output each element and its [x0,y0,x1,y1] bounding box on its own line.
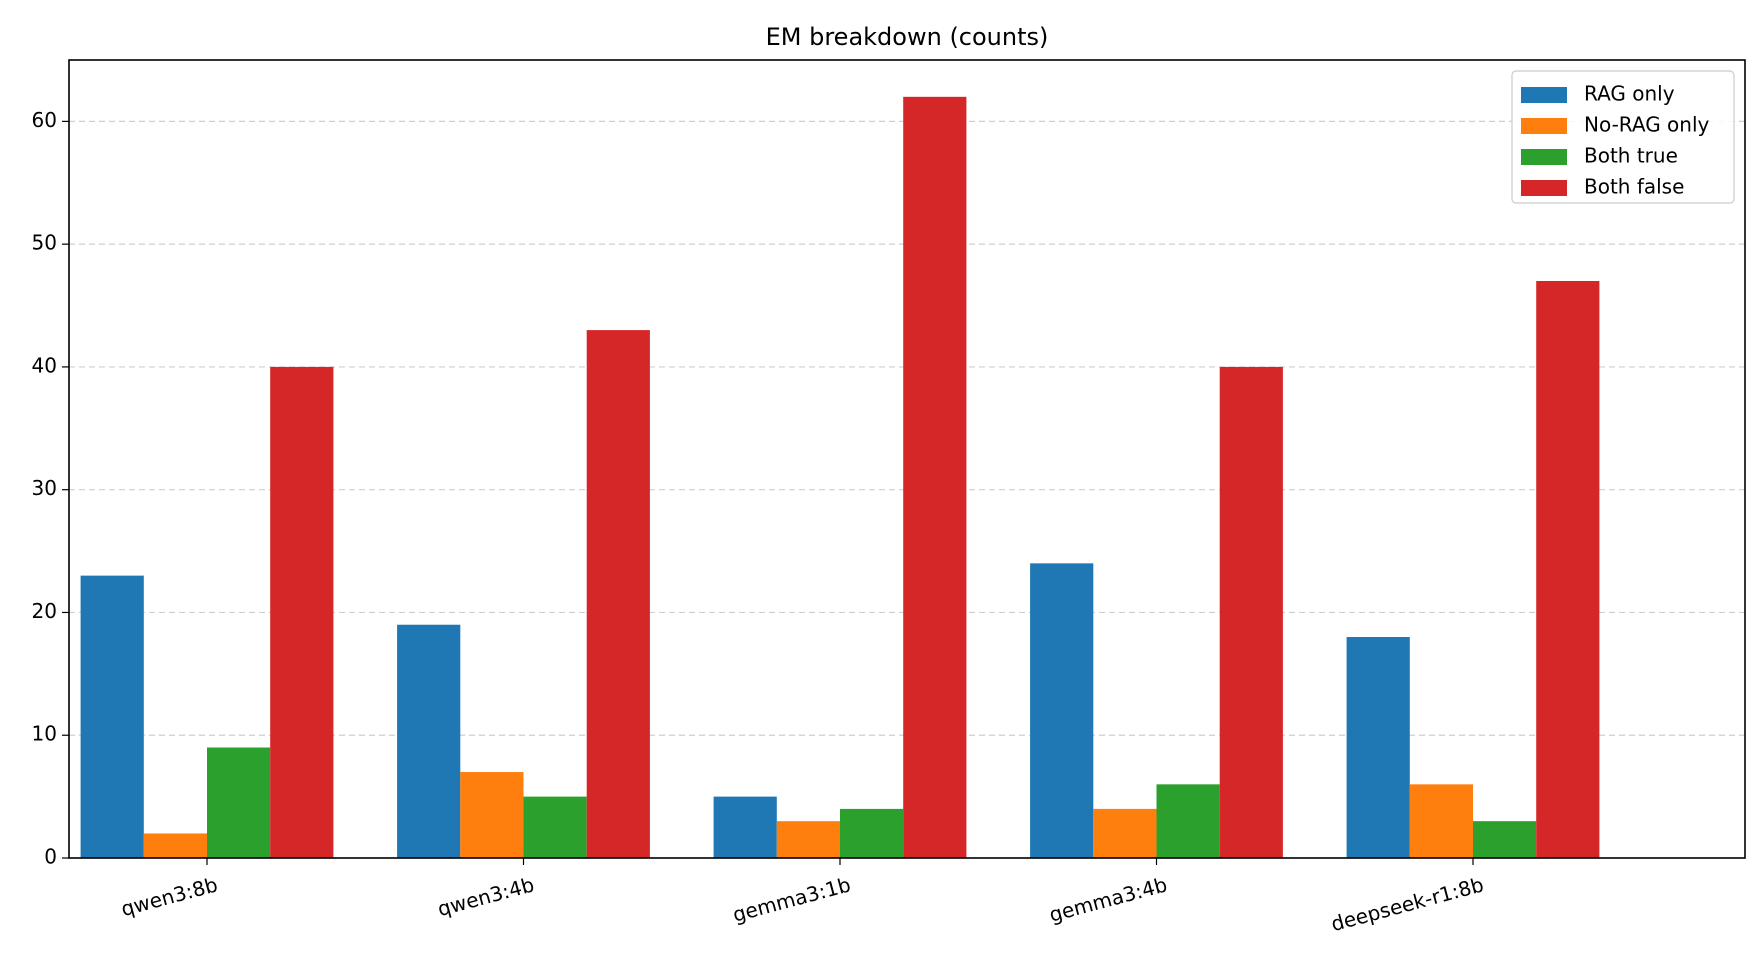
y-tick-label: 50 [32,231,57,255]
chart-title: EM breakdown (counts) [766,23,1049,51]
legend-swatch [1521,149,1567,165]
bar-no-rag-only-2 [776,821,840,858]
bar-rag-only-4 [1346,637,1410,858]
legend-swatch [1521,118,1567,134]
bar-both-true-1 [523,796,587,858]
bar-rag-only-1 [397,624,461,858]
bar-no-rag-only-0 [143,833,207,858]
legend-label: RAG only [1584,82,1675,106]
y-tick-label: 30 [32,476,57,500]
bar-rag-only-2 [713,796,777,858]
bar-both-true-2 [840,808,904,858]
bar-rag-only-0 [80,575,144,858]
y-tick-label: 20 [32,599,57,623]
legend: RAG only No-RAG only Both true Both false [1511,70,1735,204]
bar-both-false-2 [903,96,967,859]
bar-both-false-4 [1536,280,1600,858]
bar-both-false-1 [586,330,650,859]
bar-no-rag-only-1 [460,772,524,858]
bar-both-true-3 [1156,784,1220,858]
bar-no-rag-only-3 [1093,808,1157,858]
legend-label: Both true [1584,144,1678,168]
legend-swatch [1521,87,1567,103]
y-tick-label: 40 [32,353,57,377]
plot-frame [68,59,1746,859]
bar-both-false-0 [270,366,334,858]
legend-label: No-RAG only [1584,113,1710,137]
legend-label: Both false [1584,175,1684,199]
bar-both-true-4 [1473,821,1537,858]
bars [80,96,1600,859]
y-tick-label: 10 [32,722,57,746]
legend-swatch [1521,180,1567,196]
bar-no-rag-only-4 [1409,784,1473,858]
y-tick-label: 0 [44,845,57,869]
y-axis: 0 10 20 30 40 50 60 [32,108,69,869]
bar-both-false-3 [1219,366,1283,858]
y-tick-label: 60 [32,108,57,132]
bar-both-true-0 [207,747,271,858]
legend-box [1511,70,1735,204]
bar-rag-only-3 [1030,563,1094,858]
